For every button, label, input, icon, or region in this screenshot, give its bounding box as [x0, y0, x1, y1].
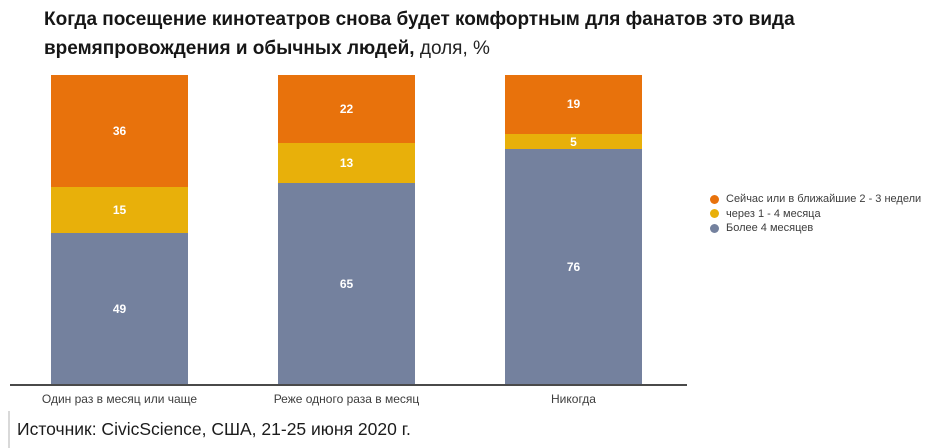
- chart-title-line2: времяпровождения и обычных людей, доля, …: [44, 35, 795, 64]
- chart-title-bold-part2: времяпровождения и обычных людей,: [44, 37, 415, 59]
- legend-label: через 1 - 4 месяца: [726, 207, 821, 220]
- chart-title-line1: Когда посещение кинотеатров снова будет …: [44, 6, 795, 35]
- value-label: 36: [112, 123, 127, 138]
- bar-segment: 36: [51, 75, 188, 187]
- legend-item: Сейчас или в ближайшие 2 - 3 недели: [710, 192, 921, 207]
- stacked-bar-2: 22 13 65: [278, 75, 415, 385]
- source-text: Источник: CivicScience, США, 21-25 июня …: [17, 419, 411, 439]
- stacked-bar-3: 19 5 76: [505, 75, 642, 385]
- legend-label: Более 4 месяцев: [726, 222, 814, 235]
- legend-item: через 1 - 4 месяца: [710, 207, 921, 222]
- value-label: 49: [112, 302, 127, 317]
- x-axis-label: Никогда: [551, 392, 596, 406]
- value-label: 15: [112, 202, 127, 217]
- legend-item: Более 4 месяцев: [710, 221, 921, 236]
- value-label: 22: [339, 102, 354, 117]
- bar-segment: 5: [505, 133, 642, 150]
- bar-segment: 13: [278, 143, 415, 184]
- legend-marker-icon: [710, 209, 719, 219]
- legend-marker-icon: [710, 194, 719, 204]
- legend: Сейчас или в ближайшие 2 - 3 недели через…: [710, 192, 921, 236]
- value-label: 19: [566, 97, 581, 112]
- legend-label: Сейчас или в ближайшие 2 - 3 недели: [726, 193, 922, 206]
- bar-segment: 22: [278, 75, 415, 144]
- value-label: 5: [570, 134, 577, 149]
- legend-marker-icon: [710, 223, 719, 233]
- bar-segment: 65: [278, 183, 415, 385]
- value-label: 65: [339, 277, 354, 292]
- value-label: 76: [566, 260, 581, 275]
- bar-segment: 49: [51, 233, 188, 385]
- x-axis-label: Реже одного раза в месяц: [273, 392, 420, 406]
- x-axis-line: [10, 384, 687, 386]
- bar-segment: 76: [505, 149, 642, 385]
- chart-title: Когда посещение кинотеатров снова будет …: [44, 6, 795, 63]
- chart-title-subtitle: доля, %: [414, 37, 490, 59]
- value-label: 13: [339, 156, 354, 171]
- stacked-bar-1: 36 15 49: [51, 75, 188, 385]
- source-note: Источник: CivicScience, США, 21-25 июня …: [8, 411, 411, 448]
- x-axis-label: Один раз в месяц или чаще: [41, 392, 198, 406]
- bar-segment: 19: [505, 75, 642, 134]
- bar-segment: 15: [51, 186, 188, 234]
- chart-title-bold-part1: Когда посещение кинотеатров снова будет …: [44, 9, 795, 30]
